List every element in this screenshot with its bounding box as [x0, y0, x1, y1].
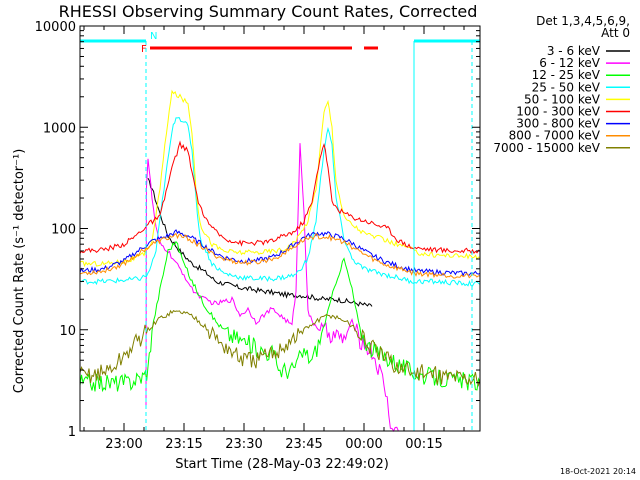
legend-label: 3 - 6 keV	[547, 44, 601, 58]
x-tick-label: 23:15	[165, 437, 202, 452]
series-line-4	[79, 117, 481, 287]
x-tick-label: 00:15	[405, 437, 442, 452]
flare-flag-bar	[150, 46, 352, 50]
flare-flag-bar	[364, 46, 378, 50]
series-line-8	[79, 232, 480, 279]
legend-label: 6 - 12 keV	[539, 56, 601, 70]
series-line-7	[79, 229, 481, 277]
night-flag-bar	[80, 39, 146, 43]
legend-header-attenuator: Att 0	[601, 26, 630, 40]
y-tick-label: 10	[59, 324, 76, 339]
night-flag-bar	[414, 39, 480, 43]
y-tick-label: 10000	[35, 20, 76, 35]
y-tick-label: 1000	[43, 121, 76, 136]
y-axis-label: Corrected Count Rate (s⁻¹ detector⁻¹)	[12, 149, 27, 394]
series-line-6	[79, 140, 481, 255]
axes-layer: Start Time (28-May-03 22:49:02) Correcte…	[12, 20, 480, 472]
night-flag-label: N	[150, 31, 157, 42]
legend-label: 50 - 100 keV	[524, 92, 601, 106]
x-tick-label: 23:45	[285, 437, 322, 452]
legend-label: 12 - 25 keV	[532, 68, 601, 82]
series-line-2	[145, 143, 400, 433]
legend-label: 100 - 300 keV	[516, 105, 600, 119]
y-tick-label: 100	[51, 223, 76, 238]
series-layer	[79, 89, 481, 433]
chart-title: RHESSI Observing Summary Count Rates, Co…	[59, 2, 478, 21]
x-tick-label: 23:00	[105, 437, 142, 452]
x-tick-label: 23:30	[225, 437, 262, 452]
legend-label: 25 - 50 keV	[532, 80, 601, 94]
series-line-9	[79, 309, 481, 387]
legend-label: 300 - 800 keV	[516, 117, 600, 131]
x-tick-label: 00:00	[345, 437, 382, 452]
x-axis-label: Start Time (28-May-03 22:49:02)	[175, 457, 389, 472]
series-line-1	[147, 177, 373, 307]
legend-label: 7000 - 15000 keV	[493, 141, 600, 155]
flare-flag-label: F	[141, 44, 147, 55]
plot-timestamp: 18-Oct-2021 20:14	[560, 467, 636, 476]
legend-label: 800 - 7000 keV	[509, 129, 601, 143]
y-tick-label: 1	[68, 425, 76, 440]
legend-header-detectors: Det 1,3,4,5,6,9,	[536, 14, 630, 28]
